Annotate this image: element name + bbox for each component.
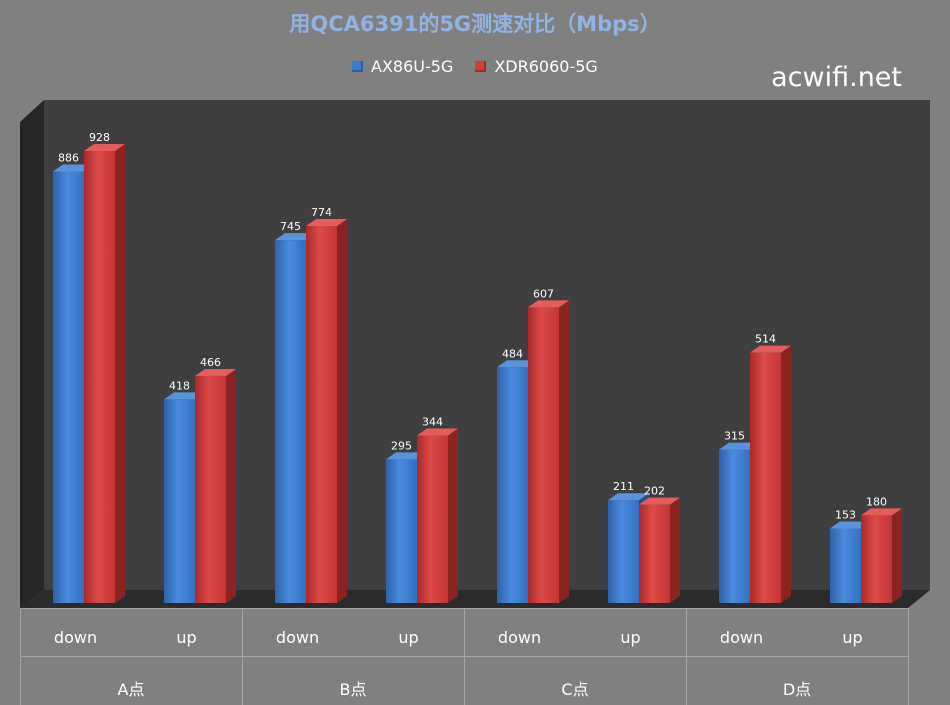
bar-front [719,449,750,603]
bar-top [719,442,760,450]
legend-label-series-1: AX86U-5G [371,56,454,76]
bar-front [861,515,892,603]
bar-series2-2 [306,219,347,604]
bar-side [892,508,902,603]
data-label: 202 [644,485,665,498]
bar-top [528,300,569,308]
bar-top [53,164,94,172]
chart-floor [20,590,930,608]
bars-layer: 886 928 418 466 745 774 295 344 484 607 211 202 315 5… [53,131,902,604]
category-row-line [20,656,908,657]
bar-series2-3 [417,428,458,603]
data-label: 153 [835,508,856,521]
bar-top [417,428,458,436]
legend-label-series-2: XDR6060-5G [494,56,598,76]
x-tick-label: up [620,628,641,647]
x-group-label: C点 [561,680,589,699]
bar-side [115,144,125,603]
bar-side [781,345,791,603]
bar-front [164,399,195,603]
data-label: 418 [169,379,190,392]
bar-front [497,367,528,603]
data-label: 745 [280,220,301,233]
legend: AX86U-5G XDR6060-5G [352,56,620,76]
bar-front [639,504,670,603]
bar-front [386,459,417,603]
watermark: acwifi.net [771,62,902,93]
bar-series2-6 [750,345,791,603]
bar-top [275,233,316,241]
legend-swatch-series-1 [352,60,363,72]
data-label: 607 [533,287,554,300]
bar-top [861,508,902,516]
data-label: 928 [89,131,110,144]
data-label: 484 [502,347,523,360]
bar-front [84,151,115,603]
x-tick-label: up [842,628,863,647]
data-label: 514 [755,333,776,346]
x-tick-label: up [398,628,419,647]
bar-top [750,345,791,353]
data-label: 344 [422,415,443,428]
bar-top [164,392,205,400]
chart-side-wall [20,100,44,608]
x-group-label: B点 [339,680,367,699]
chart-title: 用QCA6391的5G测速对比（Mbps） [289,12,661,36]
bar-series2-7 [861,508,902,603]
bar-side [448,428,458,603]
bar-top [830,521,871,529]
bar-front [750,352,781,603]
legend-item-series-2: XDR6060-5G [475,56,598,76]
bar-top [84,144,125,151]
bar-front [306,226,337,604]
data-label: 774 [311,206,332,219]
legend-swatch-series-2 [475,60,487,72]
bar-front [195,376,226,603]
bar-top [195,369,236,377]
bar-front [830,528,861,603]
data-label: 315 [724,430,745,443]
data-label: 886 [58,151,79,164]
x-tick-label: down [275,628,320,647]
bar-top [386,452,427,460]
bar-front [608,500,639,603]
bar-front [417,435,448,603]
x-tick-label: down [53,628,98,647]
data-label: 295 [391,439,412,452]
bar-side [670,497,680,603]
data-label: 180 [866,495,887,508]
bar-top [497,360,538,368]
bar-series2-0 [84,144,125,603]
bar-side [226,369,236,603]
data-label: 211 [613,480,634,493]
bar-side [337,219,347,604]
bar-front [275,240,306,604]
bar-series2-4 [528,300,569,603]
x-group-label: D点 [782,680,812,699]
data-label: 466 [200,356,221,369]
x-group-label: A点 [117,680,145,699]
bar-top [306,219,347,227]
legend-item-series-1: AX86U-5G [352,57,453,76]
bar-side [559,300,569,603]
bar-series2-5 [639,497,680,603]
chart-back-wall [44,100,930,590]
x-tick-label: down [719,628,764,647]
bar-top [639,497,680,505]
x-tick-label: down [497,628,542,647]
bar-top [608,493,649,501]
bar-front [53,171,84,603]
bar-series2-1 [195,369,236,603]
group-separator [908,608,909,705]
x-tick-label: up [176,628,197,647]
bar-front [528,307,559,603]
